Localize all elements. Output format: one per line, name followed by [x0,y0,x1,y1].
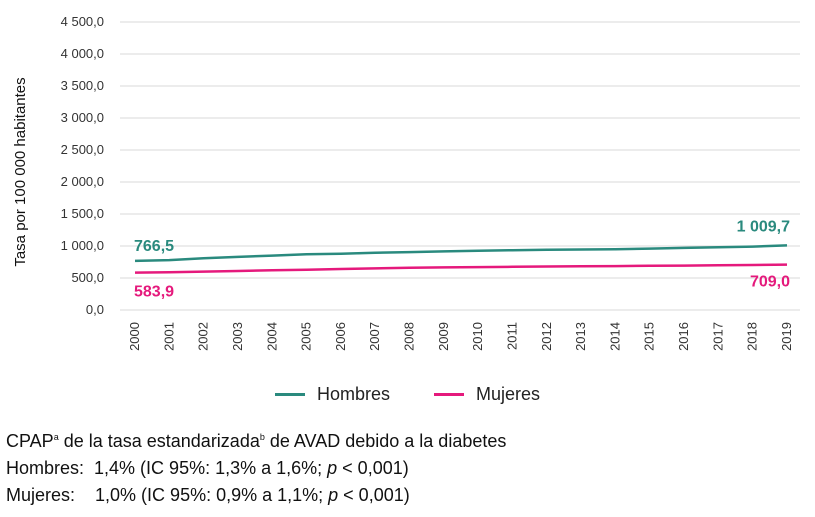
x-tick-label: 2012 [539,322,554,351]
x-tick-label: 2013 [573,322,588,351]
x-tick-label: 2001 [161,322,176,351]
y-tick-label: 0,0 [86,302,104,317]
legend-item-hombres: Hombres [274,384,390,405]
series-line-hombres [134,244,788,263]
x-tick-label: 2011 [504,322,519,350]
x-tick-label: 2003 [230,322,245,351]
y-tick-label: 1 500,0 [61,206,104,221]
x-tick-label: 2018 [745,322,760,351]
note-hombres: Hombres: 1,4% (IC 95%: 1,3% a 1,6%; p < … [6,458,409,478]
data-label-end: 709,0 [750,274,790,291]
x-tick-label: 2006 [333,322,348,351]
x-tick-label: 2014 [607,322,622,351]
x-tick-label: 2008 [402,322,417,351]
legend-item-mujeres: Mujeres [434,384,540,405]
data-labels: 766,5 1 009,7 583,9 709,0 [134,218,790,300]
line-chart: 0,0 500,0 1 000,0 1 500,0 2 000,0 2 500,0 3 00… [12,14,800,351]
x-tick-label: 2010 [470,322,485,351]
legend: Hombres Mujeres [0,384,815,405]
x-tick-label: 2002 [196,322,211,351]
trend-note: CPAPa de la tasa estandarizadab de AVAD … [6,428,506,509]
x-tick-label: 2017 [710,322,725,351]
note-mujeres: Mujeres: 1,0% (IC 95%: 0,9% a 1,1%; p < … [6,485,410,505]
y-tick-label: 4 500,0 [61,14,104,29]
y-tick-label: 3 500,0 [61,78,104,93]
x-tick-label: 2004 [264,322,279,351]
y-tick-label: 500,0 [71,270,104,285]
x-tick-label: 2000 [127,322,142,351]
data-label-start: 583,9 [134,284,174,301]
data-label-start: 766,5 [134,238,174,255]
y-axis-label: Tasa por 100 000 habitantes [12,77,29,266]
x-tick-label: 2015 [642,322,657,351]
series-line-mujeres [134,263,788,274]
legend-swatch-hombres [274,393,305,396]
legend-label-hombres: Hombres [316,384,390,404]
y-tick-label: 2 000,0 [61,174,104,189]
data-label-end: 1 009,7 [737,218,790,235]
x-tick-label: 2007 [367,322,382,351]
note-title: CPAPa de la tasa estandarizadab de AVAD … [6,431,507,451]
legend-swatch-mujeres [434,393,464,396]
x-tick-labels: 2000 2001 2002 2003 2004 2005 2006 2007 2008 2009… [127,322,794,351]
y-tick-label: 2 500,0 [61,142,104,157]
y-tick-label: 4 000,0 [61,46,104,61]
x-tick-label: 2019 [779,322,794,351]
series-lines [134,244,788,274]
y-tick-labels: 0,0 500,0 1 000,0 1 500,0 2 000,0 2 500,0 3 00… [61,14,104,317]
y-tick-label: 3 000,0 [61,110,104,125]
legend-label-mujeres: Mujeres [476,384,541,404]
x-tick-label: 2009 [436,322,451,351]
x-tick-label: 2005 [299,322,314,351]
x-tick-label: 2016 [676,322,691,351]
gridlines [120,21,800,311]
y-tick-label: 1 000,0 [61,238,104,253]
